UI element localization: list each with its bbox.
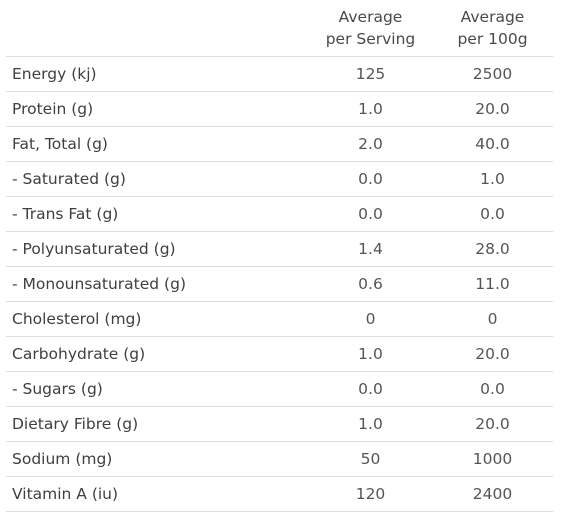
table-row: Fat, Total (g) 2.0 40.0 (6, 126, 553, 162)
per-100g-column-header: Average per 100g (432, 0, 553, 57)
per-100g-value: 11.0 (432, 266, 553, 302)
table-row: - Trans Fat (g) 0.0 0.0 (6, 196, 553, 232)
header-row: Average per Serving Average per 100g (6, 0, 553, 57)
nutrient-name: - Trans Fat (g) (6, 196, 309, 232)
per-serving-value: 0 (309, 301, 432, 337)
per-serving-value: 50 (309, 441, 432, 477)
table-row: - Saturated (g) 0.0 1.0 (6, 161, 553, 197)
table-row: Protein (g) 1.0 20.0 (6, 91, 553, 127)
table-row: Energy (kj) 125 2500 (6, 56, 553, 92)
per-100g-value: 40.0 (432, 126, 553, 162)
nutrition-table: Average per Serving Average per 100g Ene… (6, 0, 553, 512)
per-serving-value: 1.0 (309, 91, 432, 127)
nutrient-name: Fat, Total (g) (6, 126, 309, 162)
nutrient-name: Sodium (mg) (6, 441, 309, 477)
per-serving-value: 1.0 (309, 406, 432, 442)
per-serving-value: 0.6 (309, 266, 432, 302)
table-row: - Polyunsaturated (g) 1.4 28.0 (6, 231, 553, 267)
per-100g-value: 2500 (432, 56, 553, 92)
nutrient-name: - Monounsaturated (g) (6, 266, 309, 302)
per-100g-header-line-2: per 100g (457, 30, 528, 48)
table-row: Vitamin A (iu) 120 2400 (6, 476, 553, 512)
table-row: - Sugars (g) 0.0 0.0 (6, 371, 553, 407)
per-100g-value: 20.0 (432, 406, 553, 442)
nutrient-name: Vitamin A (iu) (6, 476, 309, 512)
per-serving-value: 1.0 (309, 336, 432, 372)
per-serving-header-line-2: per Serving (325, 30, 416, 48)
per-100g-value: 2400 (432, 476, 553, 512)
per-100g-value: 0.0 (432, 196, 553, 232)
table-row: - Monounsaturated (g) 0.6 11.0 (6, 266, 553, 302)
per-serving-value: 0.0 (309, 196, 432, 232)
per-serving-value: 0.0 (309, 371, 432, 407)
table-body: Energy (kj) 125 2500 Protein (g) 1.0 20.0 Fat,… (6, 56, 553, 512)
per-100g-value: 1.0 (432, 161, 553, 197)
nutrient-name: Carbohydrate (g) (6, 336, 309, 372)
nutrient-name: - Saturated (g) (6, 161, 309, 197)
nutrient-name: Dietary Fibre (g) (6, 406, 309, 442)
table-row: Carbohydrate (g) 1.0 20.0 (6, 336, 553, 372)
table-row: Cholesterol (mg) 0 0 (6, 301, 553, 337)
per-100g-value: 20.0 (432, 91, 553, 127)
per-100g-header-line-1: Average (460, 8, 525, 26)
per-100g-value: 28.0 (432, 231, 553, 267)
nutrient-name: - Sugars (g) (6, 371, 309, 407)
per-serving-value: 2.0 (309, 126, 432, 162)
per-100g-value: 1000 (432, 441, 553, 477)
nutrient-name: - Polyunsaturated (g) (6, 231, 309, 267)
per-serving-value: 125 (309, 56, 432, 92)
per-serving-column-header: Average per Serving (309, 0, 432, 57)
per-100g-value: 20.0 (432, 336, 553, 372)
per-serving-value: 1.4 (309, 231, 432, 267)
nutrient-name: Energy (kj) (6, 56, 309, 92)
per-100g-value: 0 (432, 301, 553, 337)
per-serving-value: 0.0 (309, 161, 432, 197)
per-serving-header-line-1: Average (338, 8, 403, 26)
nutrient-name: Cholesterol (mg) (6, 301, 309, 337)
nutrient-name: Protein (g) (6, 91, 309, 127)
nutrient-column-header (6, 0, 309, 57)
per-serving-value: 120 (309, 476, 432, 512)
table-row: Sodium (mg) 50 1000 (6, 441, 553, 477)
per-100g-value: 0.0 (432, 371, 553, 407)
table-row: Dietary Fibre (g) 1.0 20.0 (6, 406, 553, 442)
table-header: Average per Serving Average per 100g (6, 0, 553, 57)
